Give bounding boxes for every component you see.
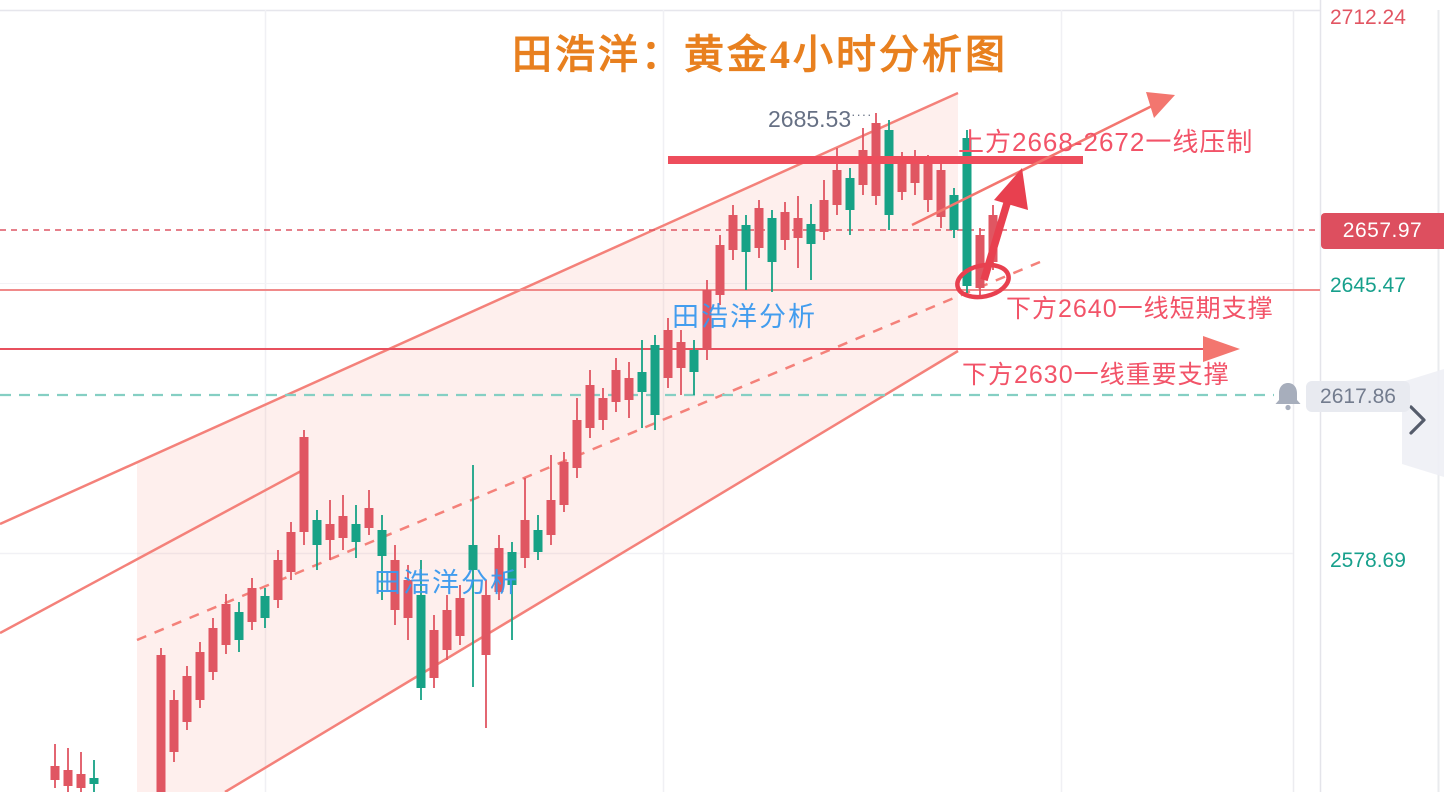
candle-body bbox=[338, 516, 348, 538]
candle-body bbox=[832, 170, 842, 205]
candle-body bbox=[767, 218, 777, 262]
candle-body bbox=[50, 766, 60, 780]
candle-body bbox=[377, 530, 387, 556]
channel-upper-line bbox=[0, 91, 959, 526]
candle-body bbox=[676, 342, 686, 368]
highlight-circle bbox=[955, 262, 1011, 300]
candle-body bbox=[520, 520, 530, 558]
candle-body bbox=[585, 385, 595, 428]
candle-body bbox=[156, 655, 166, 792]
candle-body bbox=[273, 560, 283, 600]
candle-body bbox=[507, 552, 517, 585]
candle-body bbox=[962, 138, 972, 286]
alert-price-badge[interactable]: 2617.86 bbox=[1306, 381, 1410, 412]
candle-body bbox=[429, 630, 439, 678]
candle-body bbox=[169, 700, 179, 752]
right-arrow-icon bbox=[1203, 336, 1240, 362]
candle-body bbox=[468, 545, 478, 570]
up-right-arrow-icon bbox=[1146, 92, 1175, 118]
candle-body bbox=[533, 530, 543, 552]
candle-body bbox=[208, 628, 218, 672]
current-price-badge: 2657.97 bbox=[1321, 213, 1444, 249]
candle-body bbox=[195, 652, 205, 700]
left-trendline bbox=[0, 468, 304, 635]
candle-body bbox=[598, 398, 608, 420]
candle-body bbox=[403, 580, 413, 618]
candle-body bbox=[858, 150, 868, 185]
candle-body bbox=[455, 598, 465, 636]
candle-body bbox=[442, 610, 452, 650]
candle-body bbox=[312, 520, 322, 545]
candle-body bbox=[221, 604, 231, 645]
candle-body bbox=[481, 595, 491, 655]
candle-body bbox=[416, 595, 426, 688]
channel-lower-line bbox=[224, 349, 959, 792]
candle-body bbox=[689, 350, 699, 372]
candle-body bbox=[949, 195, 959, 230]
candle-body bbox=[780, 212, 790, 240]
candle-body bbox=[325, 524, 335, 540]
candle-body bbox=[806, 224, 816, 244]
candle-body bbox=[910, 160, 920, 183]
candle-body bbox=[975, 235, 985, 288]
bell-icon[interactable] bbox=[1275, 383, 1301, 411]
candle-body bbox=[936, 170, 946, 217]
candle-body bbox=[63, 770, 73, 786]
candle-body bbox=[390, 560, 400, 610]
candle-body bbox=[650, 345, 660, 415]
candle-body bbox=[702, 290, 712, 350]
candle-body bbox=[793, 218, 803, 238]
candle-body bbox=[89, 778, 99, 784]
candle-body bbox=[546, 500, 556, 535]
candles-group bbox=[50, 113, 998, 792]
candle-body bbox=[351, 524, 361, 542]
candle-body bbox=[260, 596, 270, 618]
candle-body bbox=[286, 532, 296, 572]
candle-body bbox=[741, 225, 751, 252]
bold-up-arrow-icon bbox=[994, 168, 1028, 210]
candle-body bbox=[715, 245, 725, 295]
candle-body bbox=[234, 612, 244, 640]
candle-body bbox=[884, 130, 894, 215]
candle-body bbox=[299, 437, 309, 532]
candle-body bbox=[624, 378, 634, 400]
candle-body bbox=[637, 372, 647, 392]
candle-body bbox=[247, 588, 257, 622]
candle-body bbox=[754, 208, 764, 248]
candle-body bbox=[611, 370, 621, 402]
candle-body bbox=[364, 508, 374, 528]
candle-body bbox=[572, 420, 582, 468]
candle-body bbox=[819, 200, 829, 232]
candle-body bbox=[663, 330, 673, 378]
candle-body bbox=[728, 215, 738, 250]
candle-body bbox=[923, 163, 933, 200]
candle-body bbox=[182, 676, 192, 722]
candle-body bbox=[845, 178, 855, 210]
channel-fill bbox=[137, 93, 958, 792]
candle-body bbox=[76, 774, 86, 788]
annotation-trend-arrow-line bbox=[911, 102, 1157, 227]
candle-body bbox=[897, 160, 907, 192]
candle-body bbox=[559, 462, 569, 505]
chevron-right-icon[interactable] bbox=[1409, 405, 1426, 435]
candle-body bbox=[494, 548, 504, 592]
